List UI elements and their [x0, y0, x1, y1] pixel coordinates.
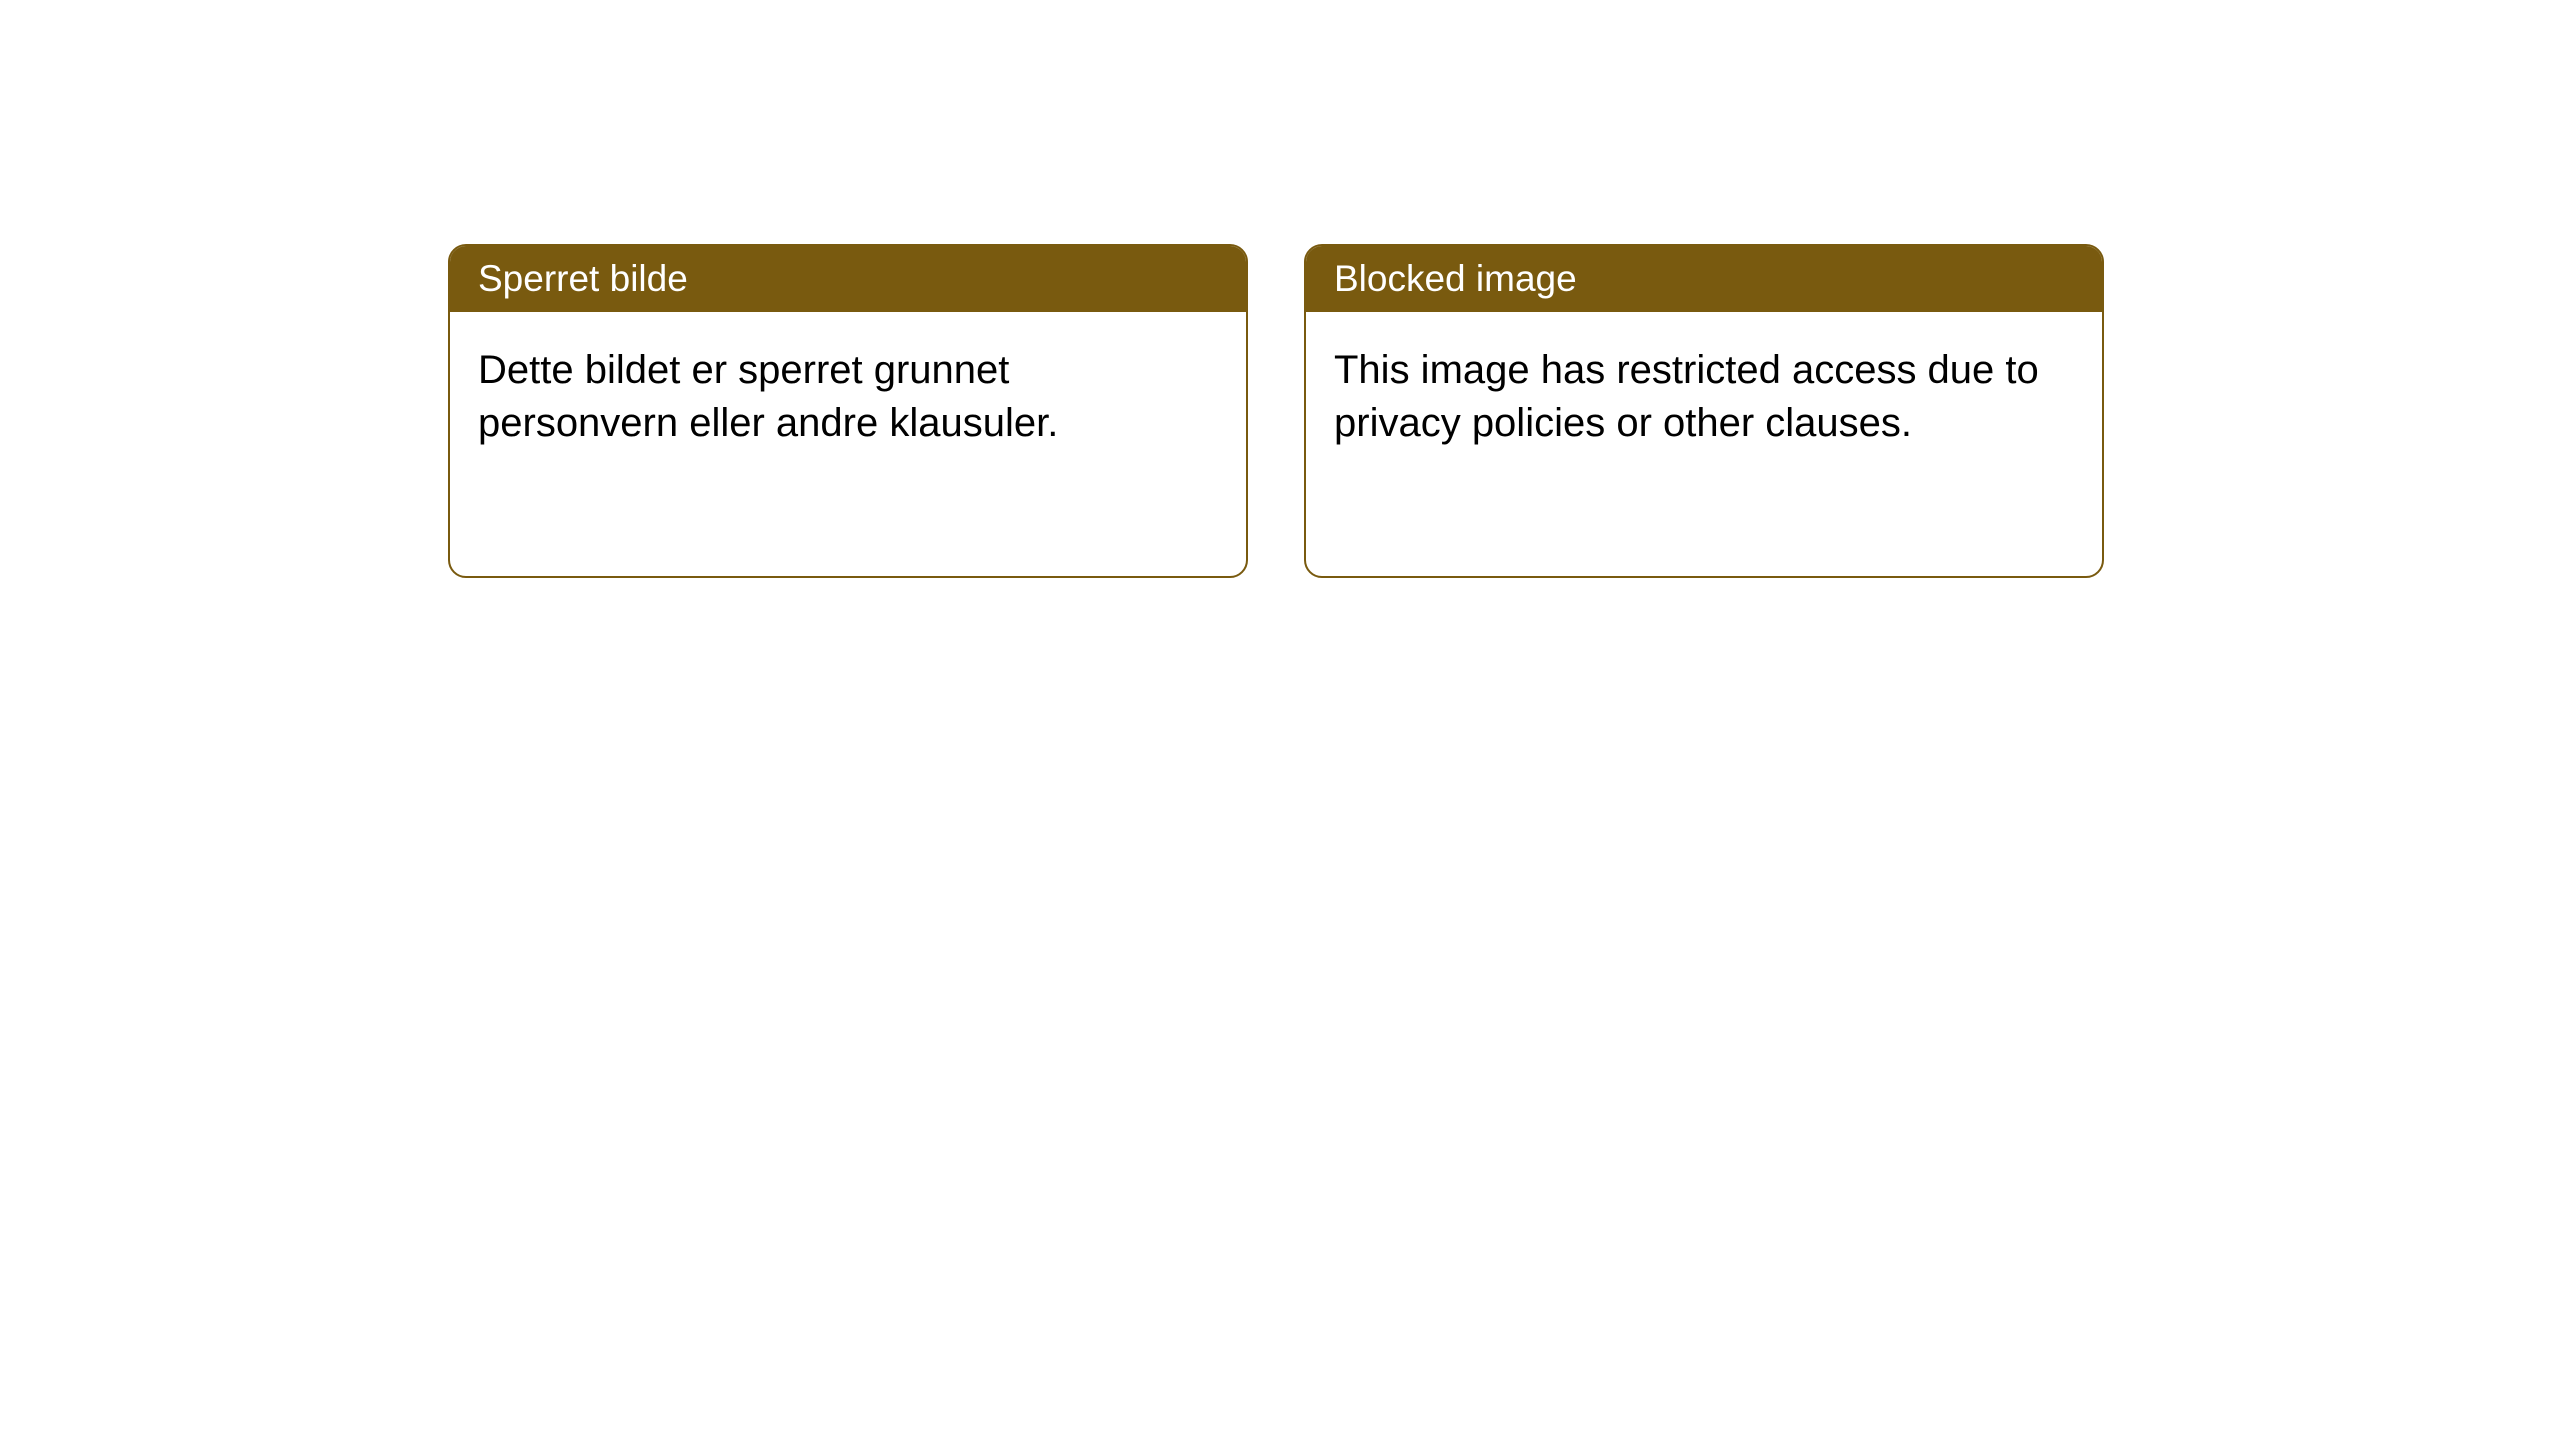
notice-card-norwegian: Sperret bilde Dette bildet er sperret gr… [448, 244, 1248, 578]
notice-body-english: This image has restricted access due to … [1306, 312, 2102, 482]
notice-header-english: Blocked image [1306, 246, 2102, 312]
notice-header-norwegian: Sperret bilde [450, 246, 1246, 312]
notice-container: Sperret bilde Dette bildet er sperret gr… [448, 244, 2104, 578]
notice-body-norwegian: Dette bildet er sperret grunnet personve… [450, 312, 1246, 482]
notice-card-english: Blocked image This image has restricted … [1304, 244, 2104, 578]
